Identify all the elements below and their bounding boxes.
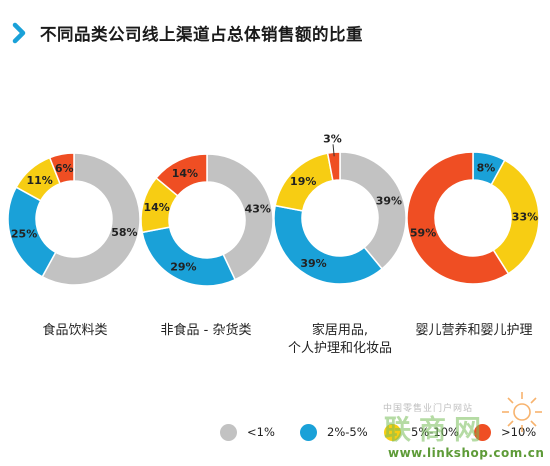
- donut-2-slice-0: [339, 151, 407, 270]
- donut-0-slice-0: [41, 152, 141, 286]
- donut-1-label-3: 14%: [172, 167, 198, 180]
- sun-logo-icon: [502, 392, 542, 432]
- watermark-logo: 联商网: [384, 415, 489, 446]
- category-label-1: 非食品 - 杂货类: [160, 323, 252, 338]
- donut-3-label-1: 8%: [477, 162, 496, 175]
- category-label-2: 家居用品, 个人护理和化妆品: [287, 323, 392, 356]
- donut-0-label-1: 25%: [11, 228, 37, 241]
- donut-1-label-0: 43%: [245, 203, 271, 216]
- gray-dot-icon: [220, 423, 237, 441]
- donut-1-slice-0: [206, 153, 274, 281]
- chevron-right-icon: [12, 22, 26, 44]
- donut-2-label-0: 39%: [376, 194, 402, 207]
- legend-label: 2%-5%: [327, 425, 368, 439]
- legend-item-lt1: <1%: [220, 422, 275, 442]
- chart-title: 不同品类公司线上渠道占总体销售额的比重: [40, 25, 363, 44]
- watermark-url: www.linkshop.com.cn: [388, 446, 545, 460]
- donut-2-slice-1: [273, 204, 384, 285]
- donut-2-leader-3: [332, 144, 335, 157]
- legend-item-2-5: 2%-5%: [300, 422, 368, 442]
- donut-3-slice-3: [406, 151, 510, 285]
- red-dot-icon: [474, 423, 491, 441]
- donut-1-label-2: 14%: [143, 201, 169, 214]
- donut-2-label-3: 3%: [323, 132, 342, 145]
- donut-0-slice-3: [48, 152, 75, 185]
- legend-label: <1%: [247, 425, 275, 439]
- donut-0-label-0: 58%: [111, 226, 137, 239]
- donut-0-label-2: 11%: [26, 174, 52, 187]
- donut-1-label-1: 29%: [170, 260, 196, 273]
- donut-2-label-1: 39%: [300, 257, 326, 270]
- donut-3-slice-2: [490, 159, 540, 275]
- donut-2-slice-3: [326, 151, 341, 182]
- donut-2-label-2: 19%: [290, 175, 316, 188]
- donut-0-label-3: 6%: [55, 162, 74, 175]
- blue-dot-icon: [300, 423, 317, 441]
- donut-1-slice-3: [155, 153, 208, 197]
- donut-3-label-2: 33%: [512, 210, 538, 223]
- donut-1-slice-1: [141, 226, 237, 287]
- category-label-0: 食品饮料类: [42, 323, 108, 338]
- donut-3-label-3: 59%: [410, 227, 436, 240]
- legend-label: 5%-10%: [411, 425, 459, 439]
- category-label-3: 婴儿营养和婴儿护理: [415, 323, 533, 338]
- legend-label: >10%: [501, 425, 537, 439]
- legend-item-gt10: >10%: [474, 422, 536, 442]
- yellow-dot-icon: [384, 423, 401, 441]
- watermark-top-text: 中国零售业门户网站: [383, 404, 474, 414]
- legend-item-5-10: 5%-10%: [384, 422, 459, 442]
- chart-header: 不同品类公司线上渠道占总体销售额的比重: [10, 18, 363, 48]
